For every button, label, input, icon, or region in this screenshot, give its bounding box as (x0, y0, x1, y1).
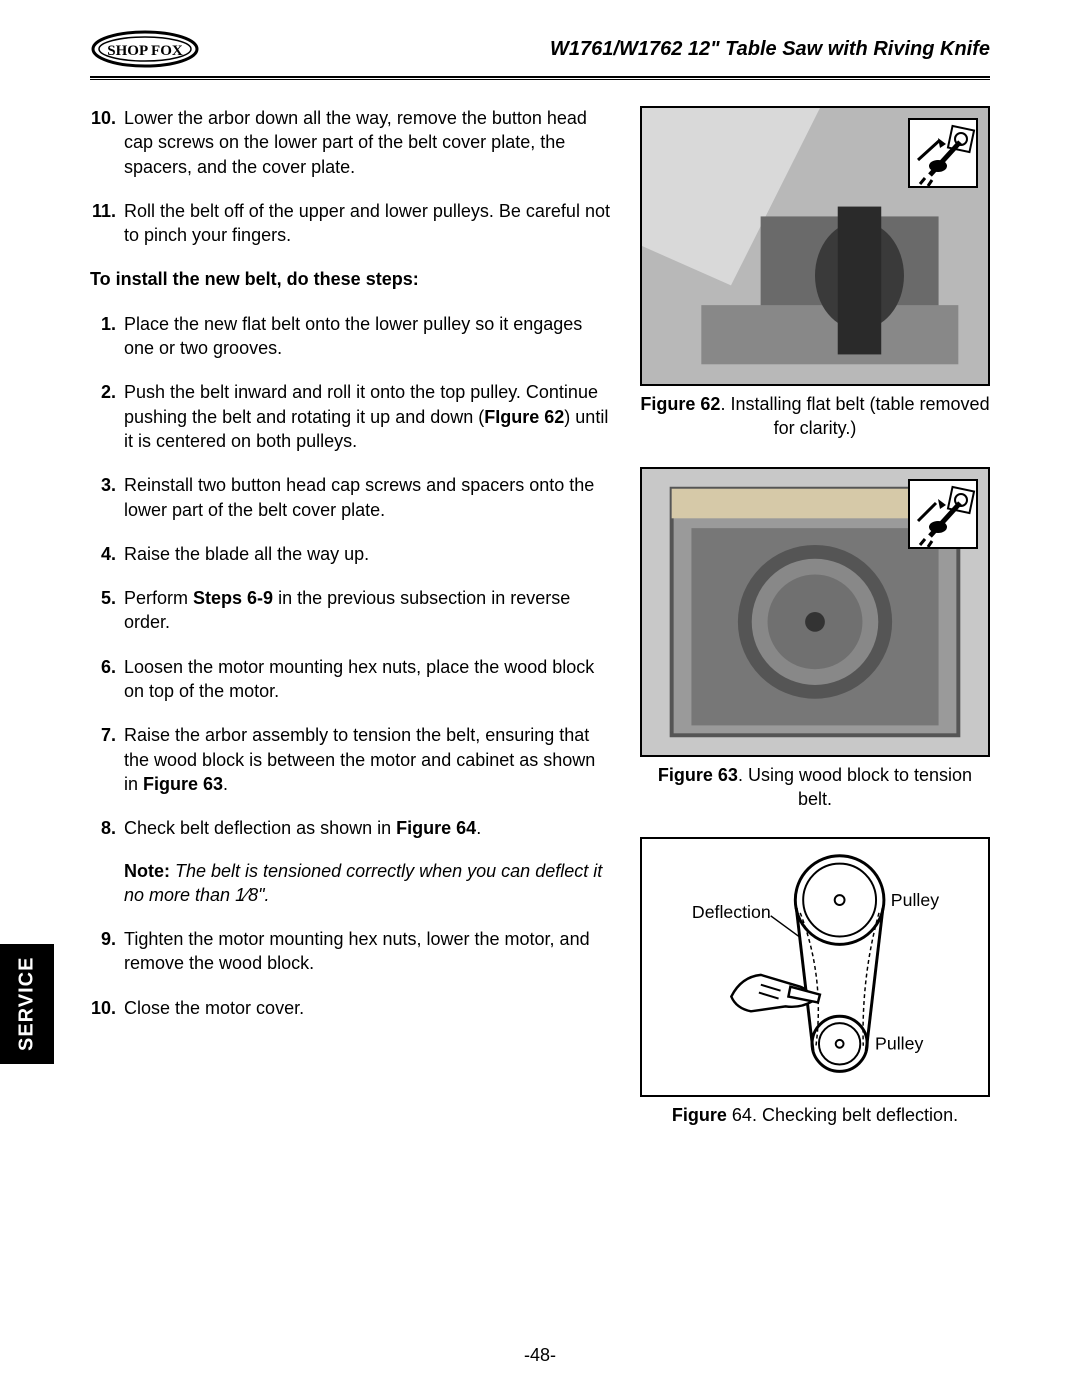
step-text: Tighten the motor mounting hex nuts, low… (124, 927, 610, 976)
figure-63-image (640, 467, 990, 757)
step-item: 6. Loosen the motor mounting hex nuts, p… (90, 655, 610, 704)
step-text: Raise the arbor assembly to tension the … (124, 723, 610, 796)
deflection-label: Deflection (692, 902, 771, 922)
figure-63: Figure 63. Using wood block to tension b… (640, 467, 990, 812)
figures-column: Figure 62. Installing flat belt (table r… (640, 106, 990, 1153)
disconnect-power-icon (908, 479, 978, 549)
section-tab-service: SERVICE (0, 944, 54, 1064)
install-subheading: To install the new belt, do these steps: (90, 267, 610, 291)
pulley-bottom-label: Pulley (875, 1034, 923, 1054)
page-number: -48- (0, 1343, 1080, 1367)
step-text: Reinstall two button head cap screws and… (124, 473, 610, 522)
step-number: 3. (90, 473, 124, 522)
step-number: 10. (90, 106, 124, 179)
step-text: Roll the belt off of the upper and lower… (124, 199, 610, 248)
figure-64-diagram: Deflection Pulley Pulley (640, 837, 990, 1097)
svg-text:SHOP FOX: SHOP FOX (107, 43, 183, 59)
step-item: 2. Push the belt inward and roll it onto… (90, 380, 610, 453)
step-text: Push the belt inward and roll it onto th… (124, 380, 610, 453)
step-number: 1. (90, 312, 124, 361)
note-body: The belt is tensioned correctly when you… (124, 861, 602, 905)
step-item: 10. Close the motor cover. (90, 996, 610, 1020)
step-item: 8. Check belt deflection as shown in Fig… (90, 816, 610, 907)
step-text: Lower the arbor down all the way, remove… (124, 106, 610, 179)
note-label: Note: (124, 861, 170, 881)
figure-62-caption: Figure 62. Installing flat belt (table r… (640, 392, 990, 441)
step-item: 9. Tighten the motor mounting hex nuts, … (90, 927, 610, 976)
step-item: 5. Perform Steps 6-9 in the previous sub… (90, 586, 610, 635)
instructions-column: 10. Lower the arbor down all the way, re… (90, 106, 610, 1153)
figure-62: Figure 62. Installing flat belt (table r… (640, 106, 990, 441)
step-text: Check belt deflection as shown in Figure… (124, 816, 610, 907)
step-item: 7. Raise the arbor assembly to tension t… (90, 723, 610, 796)
header-rule (90, 76, 990, 80)
brand-logo: SHOP FOX (90, 28, 200, 70)
step-number: 9. (90, 927, 124, 976)
step-item: 1. Place the new flat belt onto the lowe… (90, 312, 610, 361)
step-text: Close the motor cover. (124, 996, 610, 1020)
step-text: Perform Steps 6-9 in the previous subsec… (124, 586, 610, 635)
figure-62-image (640, 106, 990, 386)
figure-64: Deflection Pulley Pulley Figure 64. Chec… (640, 837, 990, 1127)
step-item: 4. Raise the blade all the way up. (90, 542, 610, 566)
step-number: 5. (90, 586, 124, 635)
pulley-top-label: Pulley (891, 890, 939, 910)
step-text: Loosen the motor mounting hex nuts, plac… (124, 655, 610, 704)
step-text: Raise the blade all the way up. (124, 542, 610, 566)
step-number: 10. (90, 996, 124, 1020)
step-number: 4. (90, 542, 124, 566)
figure-64-caption: Figure 64. Checking belt deflection. (640, 1103, 990, 1127)
figure-63-caption: Figure 63. Using wood block to tension b… (640, 763, 990, 812)
step-item: 3. Reinstall two button head cap screws … (90, 473, 610, 522)
page-header: SHOP FOX W1761/W1762 12" Table Saw with … (90, 28, 990, 70)
document-title: W1761/W1762 12" Table Saw with Riving Kn… (550, 36, 990, 63)
step-number: 8. (90, 816, 124, 907)
disconnect-power-icon (908, 118, 978, 188)
step-number: 2. (90, 380, 124, 453)
step-text: Place the new flat belt onto the lower p… (124, 312, 610, 361)
step-item: 10. Lower the arbor down all the way, re… (90, 106, 610, 179)
step-number: 11. (90, 199, 124, 248)
step-item: 11. Roll the belt off of the upper and l… (90, 199, 610, 248)
step-number: 6. (90, 655, 124, 704)
step-number: 7. (90, 723, 124, 796)
